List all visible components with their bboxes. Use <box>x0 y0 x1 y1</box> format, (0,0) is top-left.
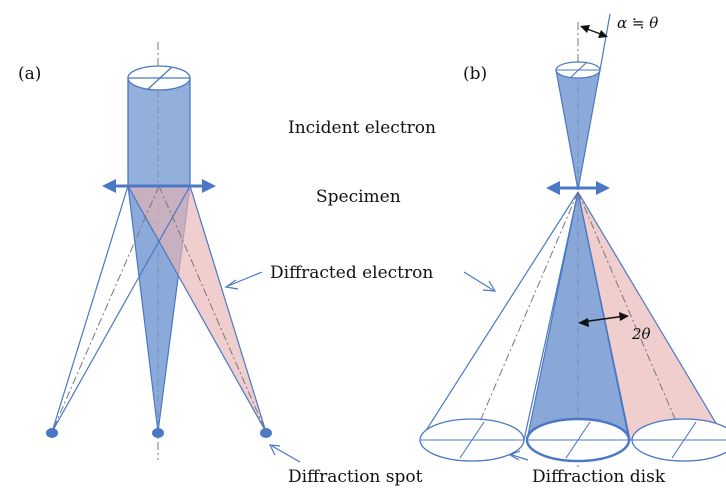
disk-pointer <box>511 454 529 461</box>
pointer-arrows <box>224 271 529 463</box>
disk-pointer-head <box>508 450 521 461</box>
specimen-arrow-b-left-head <box>546 181 560 195</box>
diffraction-disk-center-mark-2 <box>565 421 591 459</box>
diffraction-spot-left <box>46 428 58 438</box>
specimen-arrow-a-left-head <box>102 179 116 193</box>
two-theta-arrowhead-right <box>619 312 629 321</box>
spot-pointer <box>271 445 301 463</box>
panel-b-ray-right <box>577 191 685 441</box>
diffracted-pointer-right-head <box>482 280 497 292</box>
spot-pointer-head <box>268 444 281 456</box>
diffraction-disk-label: Diffraction disk <box>532 467 666 487</box>
convergent-beam <box>555 69 601 191</box>
two-theta-arrow <box>581 315 626 323</box>
panel-b-label: (b) <box>463 64 487 84</box>
alpha-angle-arrowhead-left <box>580 25 590 33</box>
diffraction-disk-left-mark-2 <box>459 421 485 459</box>
incident-beam-top-mark-2 <box>147 66 173 90</box>
diffracted-pointer-right <box>463 271 494 291</box>
incident-beam-cylinder <box>127 77 191 187</box>
diffracted-pointer-left-head <box>224 279 239 290</box>
convergent-beam-top-mark-2 <box>570 62 587 78</box>
panel-b <box>418 13 726 470</box>
diffraction-spot-center <box>152 428 164 438</box>
two-theta-label: 2θ <box>631 325 651 343</box>
specimen-arrow-a-right-head <box>202 179 216 193</box>
panel-b-ray-left <box>471 191 579 441</box>
panel-a-ray-left <box>51 185 160 433</box>
panel-a-ray-right <box>158 185 267 433</box>
alpha-theta-label: α ≒ θ <box>617 14 658 32</box>
specimen-label: Specimen <box>316 187 401 207</box>
two-theta-arrowhead-left <box>578 318 589 327</box>
specimen-arrow-b-right-head <box>596 181 610 195</box>
alpha-angle-arrowhead-right <box>598 30 608 38</box>
incident-electron-label: Incident electron <box>288 118 436 138</box>
diffraction-disk-right-mark-2 <box>671 421 697 459</box>
diffraction-spot-label: Diffraction spot <box>288 467 423 487</box>
diffracted-pointer-left <box>227 271 263 287</box>
diffraction-spot-right <box>260 428 272 438</box>
panel-a <box>46 42 272 460</box>
panel-a-label: (a) <box>18 64 41 84</box>
convergence-edge-line <box>599 13 611 71</box>
diffracted-electron-label: Diffracted electron <box>270 263 433 283</box>
